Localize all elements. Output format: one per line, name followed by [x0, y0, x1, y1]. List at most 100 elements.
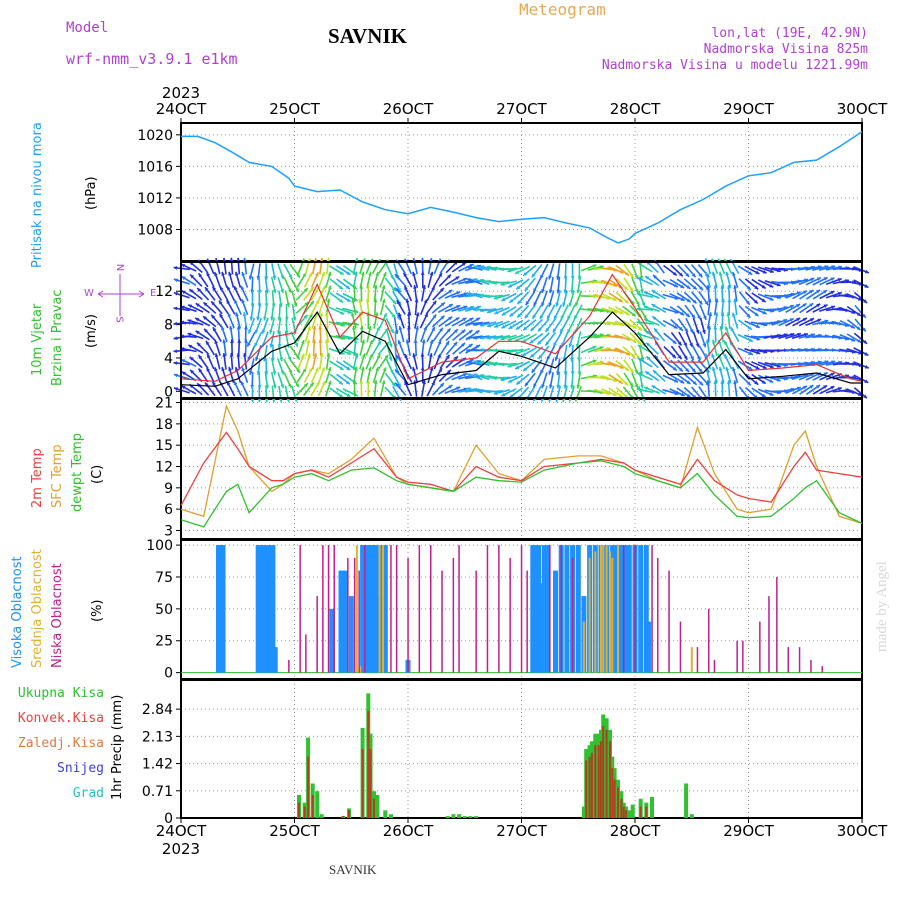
wind-arrow-head — [181, 264, 186, 268]
cloud-mid-bar — [378, 545, 381, 673]
wind-arrow-head — [548, 384, 553, 389]
wind-arrow-head — [640, 384, 644, 389]
wind-arrow-head — [473, 387, 478, 392]
precip-total-bar — [630, 804, 635, 818]
wind-arrow-head — [340, 311, 345, 315]
wind-arrow-head — [552, 328, 557, 333]
wind-arrow-head — [278, 398, 283, 403]
wind-arrow-head — [244, 339, 248, 343]
wind-arrow-head — [432, 300, 437, 305]
wind-arrow-head — [188, 345, 193, 349]
wind-arrow-head — [713, 325, 718, 330]
wind-arrow-head — [570, 289, 574, 294]
wind-arrow-head — [395, 382, 399, 387]
cloud-low-bar — [358, 570, 360, 673]
wind-arrow-head — [644, 291, 649, 295]
precip-total-bar — [474, 816, 479, 818]
wind-arrow-head — [686, 380, 691, 384]
wind-arrow-head — [473, 322, 477, 327]
wind-arrow-head — [494, 310, 499, 315]
wind-arrow-head — [412, 271, 416, 276]
wind-arrow-head — [346, 393, 351, 397]
precip-conv-bar — [600, 741, 602, 818]
precip-total-bar — [627, 810, 632, 818]
wind-arrow-head — [361, 271, 365, 276]
compass-west: W — [84, 288, 94, 299]
wind-arrow-head — [440, 302, 445, 307]
cloud-mid-bar — [602, 545, 605, 673]
wind-arrow-head — [539, 315, 544, 320]
wind-arrow-head — [680, 297, 685, 301]
wind-arrow-head — [672, 271, 677, 276]
wind-arrow-head — [634, 288, 639, 293]
wind-arrow-head — [761, 393, 766, 398]
wind-arrow-head — [857, 339, 862, 343]
cloud-low-bar — [322, 545, 324, 673]
wind-arrow-head — [203, 316, 207, 320]
wind-arrow-head — [641, 302, 646, 307]
wind-arrow-head — [237, 339, 242, 343]
y-tick-label: 2.13 — [142, 729, 173, 745]
cloud-mid-bar — [382, 545, 384, 673]
precip-conv-bar — [597, 745, 600, 818]
wind-arrow-head — [823, 304, 828, 308]
wind-arrow-head — [726, 380, 731, 384]
y-tick-label: 21 — [155, 396, 173, 412]
wind-arrow-head — [692, 299, 697, 304]
wind-arrow-head — [673, 325, 678, 329]
cloud-low-bar — [696, 647, 699, 673]
wind-arrow-head — [541, 384, 545, 389]
wind-arrow-head — [264, 398, 269, 403]
precip-total-bar — [319, 814, 324, 818]
wind-arrow-head — [479, 293, 484, 298]
wind-arrow-head — [645, 276, 650, 280]
wind-arrow-head — [689, 329, 694, 334]
wind-arrow-head — [241, 272, 246, 276]
precip-total-bar — [315, 791, 320, 818]
wind-arrow-head — [456, 305, 461, 309]
wind-arrow-head — [396, 300, 401, 305]
wind-arrow-head — [698, 368, 703, 373]
wind-arrow-head — [235, 312, 239, 317]
wind-arrow-head — [463, 305, 468, 310]
wind-arrow-head — [205, 287, 209, 292]
wind-arrow-head — [487, 309, 491, 314]
wind-arrow-head — [631, 312, 636, 317]
wind-arrow-head — [480, 360, 485, 364]
wind-arrow-head — [479, 308, 484, 313]
wind-arrow-head — [720, 285, 725, 289]
legend-zaledj-kisa: Zaledj.Kisa — [17, 736, 104, 751]
wind-arrow-head — [523, 272, 528, 276]
wind-arrow-head — [366, 285, 371, 289]
wind-arrow-head — [761, 284, 766, 289]
precip-total-bar — [389, 814, 393, 818]
wind-arrow-head — [522, 352, 527, 356]
wind-arrow-head — [637, 372, 642, 377]
wind-arrow-head — [373, 380, 378, 384]
wind-arrow-head — [248, 275, 253, 280]
wind-arrow-head — [638, 358, 643, 362]
wind-arrow-head — [422, 285, 426, 289]
wind-arrow-head — [308, 272, 313, 277]
cloud-low-bar — [736, 640, 738, 673]
wind-arrow-head — [325, 312, 329, 316]
wind-arrow-head — [636, 332, 641, 337]
wind-arrow-head — [388, 343, 393, 348]
y-tick-label: 1020 — [137, 128, 173, 144]
wind-arrow-head — [530, 327, 535, 331]
wind-arrow-head — [810, 318, 814, 322]
wind-arrow-head — [307, 353, 311, 358]
wind-arrow-head — [280, 384, 284, 388]
wind-arrow-head — [206, 367, 211, 372]
wind-arrow-head — [769, 379, 774, 383]
wind-arrow-head — [352, 380, 357, 384]
wind-arrow-head — [706, 285, 711, 289]
cloud-low-bar — [560, 545, 562, 673]
cloud-low-bar — [407, 557, 409, 673]
y-tick-label: 0 — [164, 384, 173, 400]
wind-arrow-head — [479, 388, 484, 393]
wind-arrow-head — [707, 325, 712, 330]
wind-arrow-head — [864, 284, 869, 288]
wind-arrow-head — [624, 286, 628, 291]
wind-arrow-head — [732, 312, 736, 317]
